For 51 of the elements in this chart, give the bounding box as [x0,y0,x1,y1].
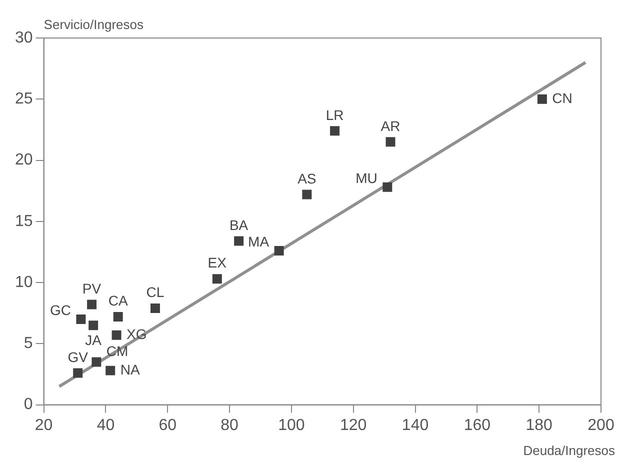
point [73,368,83,378]
x-tick-label: 100 [278,416,305,434]
x-tick-label: 20 [34,416,53,434]
x-tick-label: 120 [340,416,367,434]
annotation: EX [208,254,228,271]
point [212,274,222,284]
point [92,357,102,367]
annotation: PV [82,280,102,296]
y-tick-label: 15 [15,212,33,230]
y-axis-title: Servicio/Ingresos [44,17,144,32]
annotation: AS [298,170,316,186]
point [76,314,86,324]
annotation: JA [85,332,102,348]
point [234,236,244,246]
point [106,366,116,376]
point [537,94,547,104]
annotation: NA [120,361,140,378]
annotation: CN [552,90,572,106]
point [87,300,97,310]
annotation: CL [146,284,164,300]
annotation: MA [248,234,270,250]
annotation: CA [108,292,128,309]
x-tick-label: 180 [526,416,553,434]
y-tick-label: 0 [24,396,33,414]
annotation: GC [50,302,71,318]
annotation: LR [326,106,344,123]
annotation: BA [229,216,249,233]
x-tick-label: 80 [220,416,239,434]
point [112,330,122,340]
y-tick-label: 25 [15,90,33,108]
point [274,246,284,256]
point [302,190,312,200]
point [88,320,98,330]
annotation: MU [356,170,378,186]
x-tick-label: 40 [96,416,115,434]
point [386,137,396,147]
x-tick-label: 160 [464,416,491,434]
y-tick-label: 10 [15,274,33,291]
x-axis-title: Deuda/Ingresos [523,443,616,458]
x-tick-label: 140 [402,416,429,434]
y-tick-label: 20 [15,152,33,169]
point [330,126,340,136]
annotation: AR [380,118,400,134]
x-tick-label: 60 [158,416,177,434]
point [382,182,392,192]
point [150,303,160,313]
annotation: GV [68,348,89,365]
y-tick-label: 30 [15,29,33,46]
point [113,312,123,322]
y-tick-label: 5 [24,335,33,352]
x-tick-label: 200 [588,416,614,434]
